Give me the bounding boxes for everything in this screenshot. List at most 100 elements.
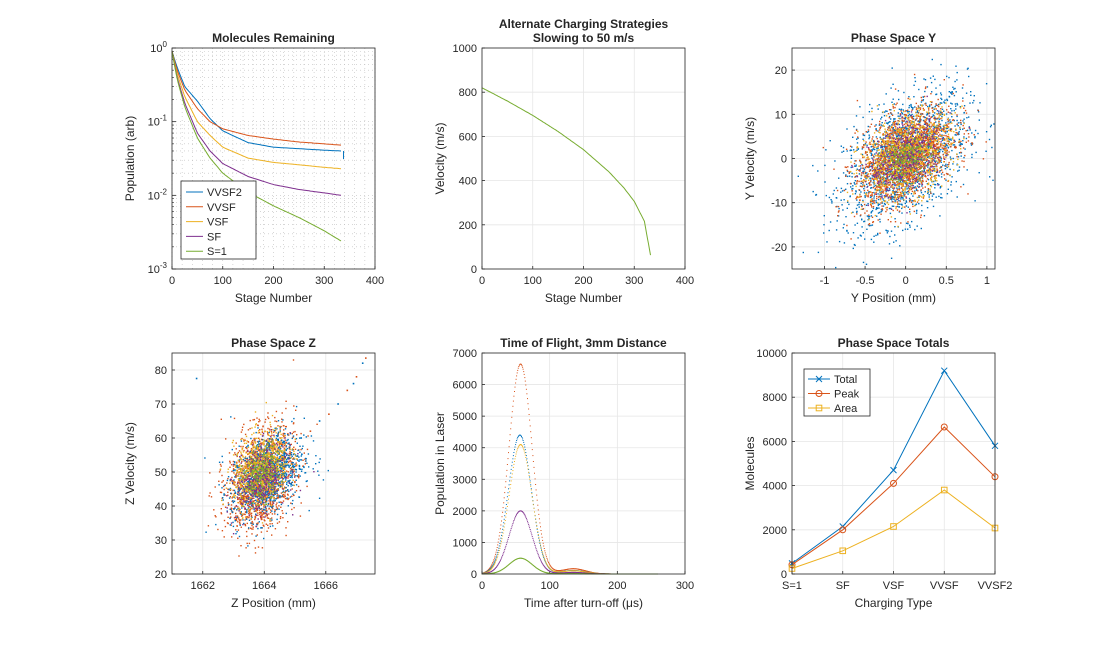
scatter-point xyxy=(974,134,975,135)
scatter-point xyxy=(933,159,934,160)
scatter-point xyxy=(860,162,861,163)
scatter-point xyxy=(963,166,964,167)
scatter-point xyxy=(898,90,899,91)
scatter-point xyxy=(882,208,883,209)
scatter-point xyxy=(966,138,967,139)
scatter-point xyxy=(881,155,882,156)
scatter-point xyxy=(876,207,877,208)
scatter-point xyxy=(934,108,935,109)
scatter-point xyxy=(887,164,888,165)
scatter-point xyxy=(944,114,945,115)
scatter-point xyxy=(863,185,864,186)
scatter-point xyxy=(910,199,911,200)
scatter-point xyxy=(851,167,852,168)
scatter-point xyxy=(916,114,917,115)
scatter-point xyxy=(916,109,917,110)
scatter-point xyxy=(904,194,905,195)
scatter-point xyxy=(932,143,933,144)
scatter-point xyxy=(945,180,946,181)
scatter-point xyxy=(879,170,880,171)
scatter-point xyxy=(838,211,839,212)
scatter-point xyxy=(895,200,896,201)
scatter-point xyxy=(940,197,941,198)
scatter-point xyxy=(919,168,920,169)
scatter-point xyxy=(857,237,858,238)
scatter-point xyxy=(941,144,942,145)
scatter-point xyxy=(882,141,883,142)
scatter-point xyxy=(854,245,855,246)
scatter-point xyxy=(887,140,888,141)
scatter-point xyxy=(846,128,847,129)
scatter-point xyxy=(921,100,922,101)
scatter-point xyxy=(837,220,838,221)
scatter-point xyxy=(906,150,907,151)
scatter-point xyxy=(918,200,919,201)
x-tick-label: 400 xyxy=(366,275,384,287)
scatter-point xyxy=(870,192,871,193)
scatter-point xyxy=(933,111,934,112)
scatter-point xyxy=(895,123,896,124)
scatter-point xyxy=(915,128,916,129)
scatter-point xyxy=(839,241,840,242)
scatter-point xyxy=(916,123,917,124)
scatter-point xyxy=(972,102,973,103)
scatter-point xyxy=(919,117,920,118)
scatter-point xyxy=(874,132,875,133)
scatter-point xyxy=(964,105,965,106)
scatter-point xyxy=(910,104,911,105)
scatter-point xyxy=(863,232,864,233)
scatter-point xyxy=(975,152,976,153)
scatter-point xyxy=(936,197,937,198)
scatter-point xyxy=(935,153,936,154)
scatter-point xyxy=(917,190,918,191)
scatter-point xyxy=(907,112,908,113)
scatter-point xyxy=(929,167,930,168)
scatter-point xyxy=(953,93,954,94)
scatter-point xyxy=(883,137,884,138)
scatter-point xyxy=(873,179,874,180)
scatter-point xyxy=(899,129,900,130)
scatter-point xyxy=(916,177,917,178)
scatter-point xyxy=(944,159,945,160)
scatter-point xyxy=(869,137,870,138)
scatter-point xyxy=(833,169,834,170)
scatter-point xyxy=(862,155,863,156)
scatter-point xyxy=(931,176,932,177)
scatter-point xyxy=(932,170,933,171)
scatter-point xyxy=(936,108,937,109)
scatter-point xyxy=(941,106,942,107)
scatter-point xyxy=(846,149,847,150)
scatter-point xyxy=(900,113,901,114)
scatter-point xyxy=(931,122,932,123)
scatter-point xyxy=(895,104,896,105)
scatter-point xyxy=(925,154,926,155)
scatter-point xyxy=(868,194,869,195)
scatter-point xyxy=(833,193,834,194)
scatter-point xyxy=(979,119,980,120)
scatter-point xyxy=(921,210,922,211)
scatter-point xyxy=(883,180,884,181)
scatter-point xyxy=(860,235,861,236)
scatter-point xyxy=(928,109,929,110)
scatter-point xyxy=(861,196,862,197)
scatter-point xyxy=(882,111,883,112)
scatter-point xyxy=(928,183,929,184)
scatter-point xyxy=(904,130,905,131)
scatter-point xyxy=(897,127,898,128)
scatter-point xyxy=(866,131,867,132)
scatter-point xyxy=(877,233,878,234)
scatter-point xyxy=(890,169,891,170)
scatter-point xyxy=(950,108,951,109)
scatter-point xyxy=(889,188,890,189)
scatter-point xyxy=(893,158,894,159)
scatter-point xyxy=(843,224,844,225)
scatter-point xyxy=(925,137,926,138)
scatter-point xyxy=(901,185,902,186)
scatter-point xyxy=(932,173,933,174)
scatter-point xyxy=(888,190,889,191)
scatter-point xyxy=(917,141,918,142)
scatter-point xyxy=(915,170,916,171)
scatter-point xyxy=(931,91,932,92)
scatter-point xyxy=(940,141,941,142)
scatter-point xyxy=(894,124,895,125)
